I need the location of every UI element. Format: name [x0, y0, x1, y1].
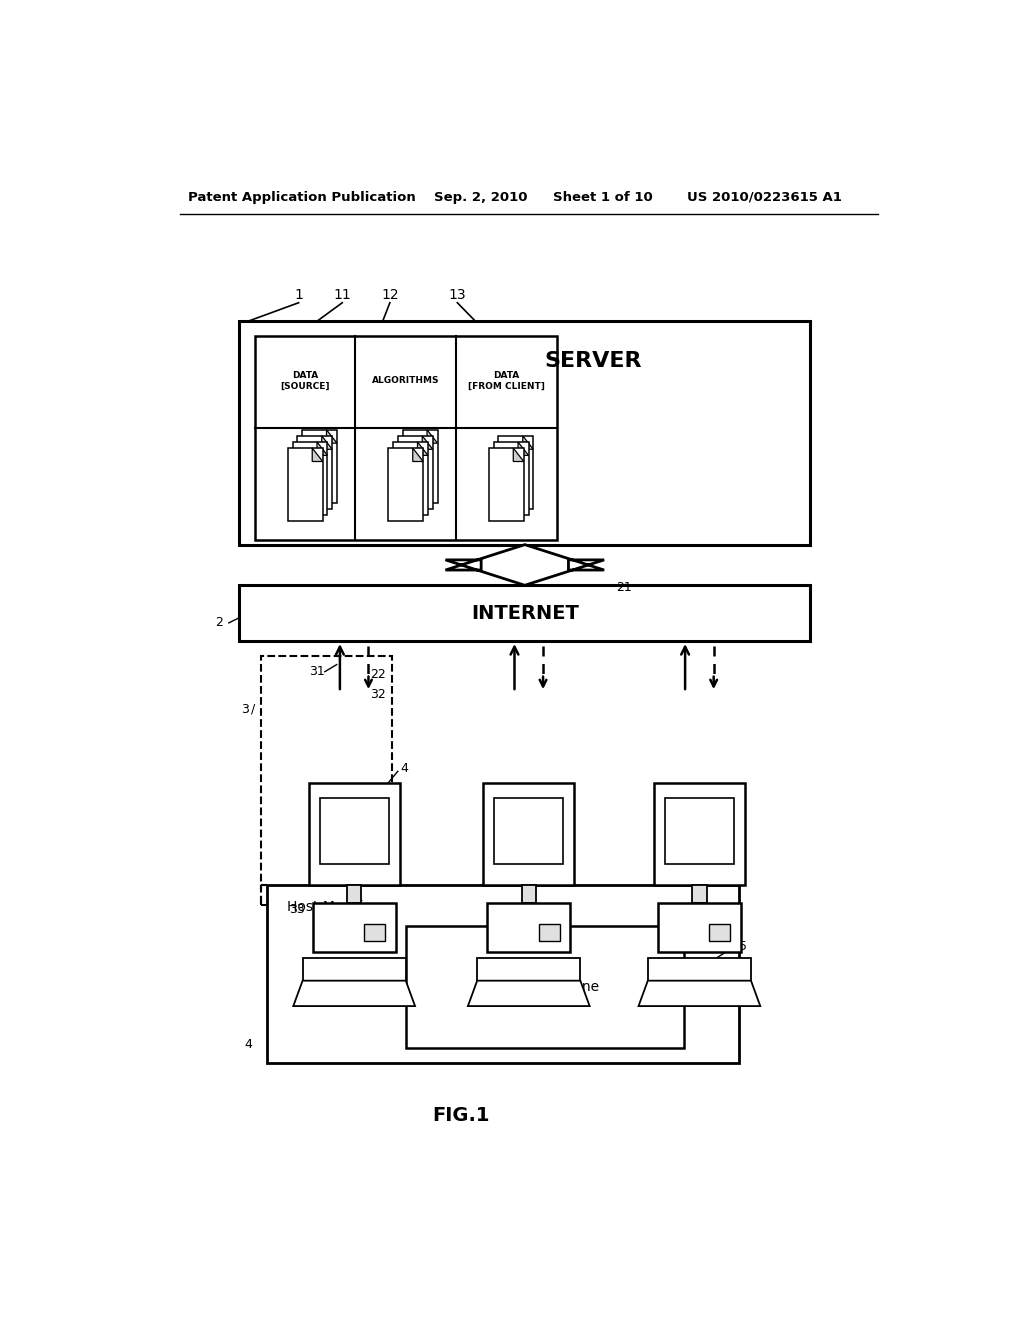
- FancyBboxPatch shape: [303, 958, 406, 981]
- Polygon shape: [322, 436, 332, 449]
- FancyBboxPatch shape: [495, 797, 563, 863]
- FancyBboxPatch shape: [539, 924, 559, 941]
- FancyBboxPatch shape: [347, 886, 361, 903]
- Polygon shape: [513, 447, 523, 462]
- Polygon shape: [468, 981, 590, 1006]
- Text: 1: 1: [294, 288, 303, 301]
- Polygon shape: [445, 545, 604, 585]
- Text: 21: 21: [616, 581, 632, 594]
- FancyBboxPatch shape: [665, 797, 734, 863]
- Text: 4: 4: [400, 762, 409, 775]
- Text: INTERNET: INTERNET: [471, 603, 579, 623]
- FancyBboxPatch shape: [657, 903, 741, 952]
- Polygon shape: [523, 436, 534, 449]
- Text: 22: 22: [370, 668, 386, 681]
- FancyBboxPatch shape: [648, 958, 751, 981]
- Text: Virtual Machine: Virtual Machine: [490, 979, 599, 994]
- Polygon shape: [317, 442, 328, 455]
- FancyBboxPatch shape: [293, 442, 328, 515]
- Polygon shape: [427, 430, 437, 444]
- Text: 2: 2: [215, 616, 223, 630]
- FancyBboxPatch shape: [240, 321, 811, 545]
- Polygon shape: [327, 430, 337, 444]
- Polygon shape: [293, 981, 415, 1006]
- Polygon shape: [422, 436, 433, 449]
- Text: 13: 13: [449, 288, 466, 301]
- Text: 11: 11: [334, 288, 351, 301]
- FancyBboxPatch shape: [365, 924, 385, 941]
- FancyBboxPatch shape: [267, 886, 739, 1063]
- FancyBboxPatch shape: [477, 958, 581, 981]
- Text: 33: 33: [289, 903, 305, 916]
- Text: SERVER: SERVER: [545, 351, 642, 371]
- FancyBboxPatch shape: [487, 903, 570, 952]
- FancyBboxPatch shape: [483, 784, 574, 886]
- FancyBboxPatch shape: [255, 337, 557, 540]
- FancyBboxPatch shape: [402, 430, 437, 503]
- FancyBboxPatch shape: [302, 430, 337, 503]
- Text: 4: 4: [245, 1039, 253, 1051]
- FancyBboxPatch shape: [297, 436, 332, 510]
- Text: Sep. 2, 2010: Sep. 2, 2010: [433, 190, 527, 203]
- Polygon shape: [639, 981, 760, 1006]
- Text: Host Machine: Host Machine: [288, 900, 381, 915]
- FancyBboxPatch shape: [388, 447, 423, 521]
- Text: /: /: [251, 702, 255, 715]
- FancyBboxPatch shape: [393, 442, 428, 515]
- FancyBboxPatch shape: [319, 797, 389, 863]
- FancyBboxPatch shape: [406, 925, 684, 1048]
- FancyBboxPatch shape: [692, 886, 707, 903]
- FancyBboxPatch shape: [521, 886, 536, 903]
- FancyBboxPatch shape: [312, 903, 396, 952]
- FancyBboxPatch shape: [240, 585, 811, 642]
- Text: DATA
[SOURCE]: DATA [SOURCE]: [281, 371, 330, 391]
- Polygon shape: [518, 442, 528, 455]
- Text: US 2010/0223615 A1: US 2010/0223615 A1: [687, 190, 843, 203]
- FancyBboxPatch shape: [499, 436, 534, 510]
- FancyBboxPatch shape: [494, 442, 528, 515]
- FancyBboxPatch shape: [710, 924, 730, 941]
- Polygon shape: [413, 447, 423, 462]
- Text: Patent Application Publication: Patent Application Publication: [187, 190, 416, 203]
- FancyBboxPatch shape: [653, 784, 745, 886]
- Text: 12: 12: [381, 288, 398, 301]
- Polygon shape: [418, 442, 428, 455]
- Text: 5: 5: [739, 940, 748, 953]
- Text: ALGORITHMS: ALGORITHMS: [372, 376, 439, 385]
- Text: 32: 32: [370, 688, 386, 701]
- FancyBboxPatch shape: [488, 447, 523, 521]
- Text: DATA
[FROM CLIENT]: DATA [FROM CLIENT]: [468, 371, 545, 391]
- Text: FIG.1: FIG.1: [432, 1106, 490, 1126]
- FancyBboxPatch shape: [397, 436, 433, 510]
- Text: 3: 3: [242, 702, 250, 715]
- Polygon shape: [312, 447, 323, 462]
- Text: Sheet 1 of 10: Sheet 1 of 10: [553, 190, 652, 203]
- FancyBboxPatch shape: [288, 447, 323, 521]
- FancyBboxPatch shape: [308, 784, 399, 886]
- Text: 31: 31: [309, 665, 325, 678]
